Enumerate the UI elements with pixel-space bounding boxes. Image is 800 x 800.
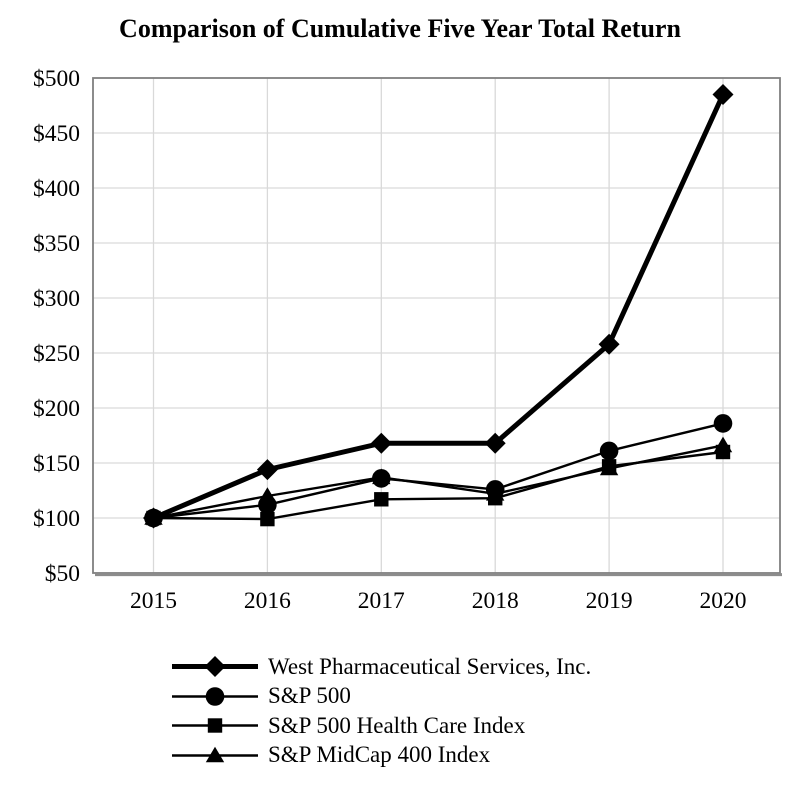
square-marker: [374, 492, 389, 507]
plot-area: $500 $450 $400 $350 $300 $250 $200 $150 $100 $50 2…: [33, 66, 782, 614]
x-axis-year-label: 2016: [244, 588, 291, 614]
x-axis-year-label: 2019: [586, 588, 633, 614]
legend-item: S&P MidCap 400 Index: [171, 741, 591, 771]
legend-label: West Pharmaceutical Services, Inc.: [268, 653, 592, 679]
diamond-marker: [143, 507, 164, 529]
legend: West Pharmaceutical Services, Inc. S&P 50…: [171, 652, 591, 770]
chart-title: Comparison of Cumulative Five Year Total…: [119, 14, 681, 43]
circle-icon: [205, 686, 225, 706]
diamond-icon: [204, 656, 226, 678]
y-axis-tick-label: $300: [33, 286, 80, 312]
legend-swatch: [172, 718, 258, 733]
y-axis-tick-label: $250: [33, 341, 80, 367]
x-axis-year-label: 2020: [700, 588, 747, 614]
square-marker: [260, 511, 275, 527]
triangle-marker: [372, 468, 391, 485]
triangle-icon: [205, 746, 225, 763]
legend-label: S&P 500: [268, 683, 351, 709]
triangle-marker: [713, 436, 733, 453]
legend-item: S&P 500 Health Care Index: [171, 711, 591, 741]
x-axis-year-label: 2015: [130, 588, 177, 614]
y-axis-tick-label: $450: [33, 121, 80, 147]
series-circle: [144, 414, 733, 528]
circle-marker: [713, 414, 733, 433]
circle-marker: [599, 441, 619, 461]
legend-item: S&P 500: [171, 682, 591, 712]
legend-swatch: [172, 656, 258, 678]
y-axis-tick-label: $400: [33, 176, 80, 202]
legend-label: S&P MidCap 400 Index: [268, 742, 491, 768]
diamond-marker: [484, 432, 506, 454]
triangle-marker: [599, 459, 619, 476]
series-triangle: [144, 436, 733, 525]
series-diamond: [143, 84, 734, 529]
y-axis-tick-label: $50: [45, 561, 80, 587]
legend-swatch: [172, 746, 258, 763]
y-axis-tick-label: $100: [33, 506, 80, 532]
triangle-marker: [258, 487, 277, 503]
legend-swatch: [172, 686, 258, 706]
y-axis-tick-label: $350: [33, 231, 80, 257]
triangle-marker: [486, 485, 505, 501]
y-axis-tick-label: $200: [33, 396, 80, 422]
diamond-marker: [370, 432, 392, 454]
series-line: [153, 444, 724, 520]
y-axis-tick-label: $150: [33, 451, 80, 477]
diamond-marker: [598, 333, 620, 355]
legend-item: West Pharmaceutical Services, Inc.: [171, 652, 591, 682]
square-icon: [207, 718, 223, 733]
diamond-marker: [712, 84, 734, 105]
y-axis-tick-label: $500: [33, 66, 80, 92]
series-line: [152, 93, 726, 521]
legend-label: S&P 500 Health Care Index: [268, 712, 526, 738]
plot-frame: [92, 77, 781, 574]
x-axis-year-label: 2017: [358, 588, 405, 614]
diamond-marker: [256, 459, 278, 481]
series-line: [153, 422, 724, 520]
x-axis-year-label: 2018: [472, 588, 519, 614]
